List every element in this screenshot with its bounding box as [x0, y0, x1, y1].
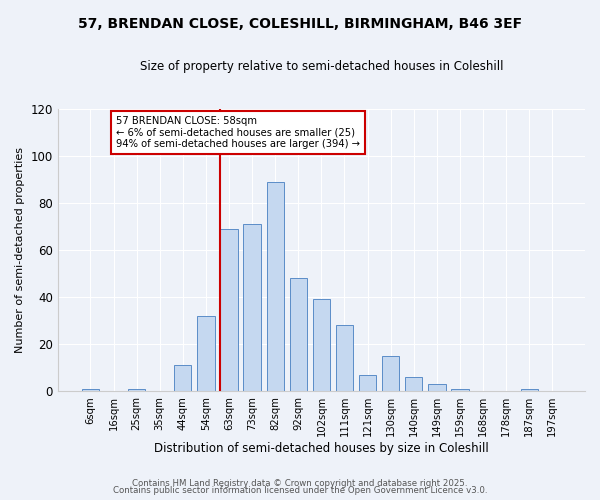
Text: Contains public sector information licensed under the Open Government Licence v3: Contains public sector information licen… — [113, 486, 487, 495]
Bar — [428, 384, 446, 391]
Bar — [359, 374, 376, 391]
Bar — [82, 389, 99, 391]
X-axis label: Distribution of semi-detached houses by size in Coleshill: Distribution of semi-detached houses by … — [154, 442, 489, 455]
Bar — [174, 366, 191, 391]
Bar — [290, 278, 307, 391]
Bar — [266, 182, 284, 391]
Y-axis label: Number of semi-detached properties: Number of semi-detached properties — [15, 147, 25, 353]
Bar — [313, 300, 330, 391]
Bar — [220, 229, 238, 391]
Text: Contains HM Land Registry data © Crown copyright and database right 2025.: Contains HM Land Registry data © Crown c… — [132, 478, 468, 488]
Bar — [521, 389, 538, 391]
Text: 57 BRENDAN CLOSE: 58sqm
← 6% of semi-detached houses are smaller (25)
94% of sem: 57 BRENDAN CLOSE: 58sqm ← 6% of semi-det… — [116, 116, 361, 149]
Bar — [128, 389, 145, 391]
Text: 57, BRENDAN CLOSE, COLESHILL, BIRMINGHAM, B46 3EF: 57, BRENDAN CLOSE, COLESHILL, BIRMINGHAM… — [78, 18, 522, 32]
Bar — [336, 326, 353, 391]
Bar — [244, 224, 261, 391]
Title: Size of property relative to semi-detached houses in Coleshill: Size of property relative to semi-detach… — [140, 60, 503, 73]
Bar — [382, 356, 400, 391]
Bar — [451, 389, 469, 391]
Bar — [197, 316, 215, 391]
Bar — [405, 377, 422, 391]
